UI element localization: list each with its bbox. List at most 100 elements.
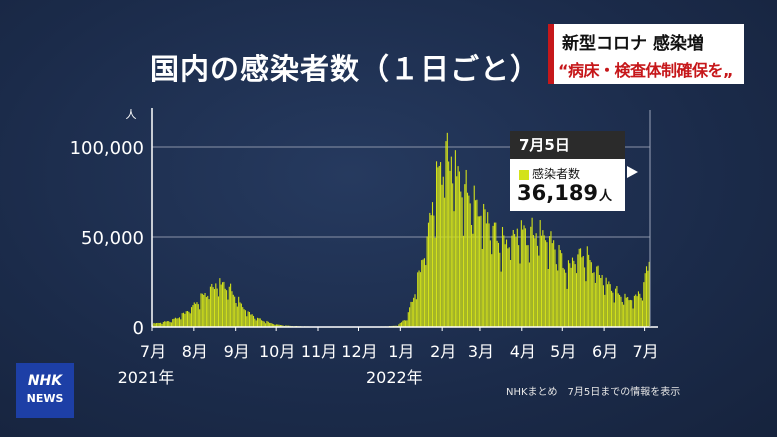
bar <box>627 297 629 327</box>
bar <box>174 317 176 327</box>
bar <box>480 215 482 327</box>
bar <box>430 215 432 327</box>
bar <box>254 318 256 327</box>
bar <box>491 254 493 327</box>
bar <box>178 317 181 327</box>
bar <box>204 293 206 327</box>
bar <box>213 289 216 327</box>
bar <box>230 283 232 327</box>
bar <box>221 282 224 327</box>
bar <box>602 285 604 327</box>
bar <box>285 325 287 327</box>
bar <box>410 301 412 327</box>
bar <box>562 267 564 327</box>
bar <box>523 225 525 327</box>
bar <box>250 314 252 327</box>
bar <box>409 307 411 327</box>
bar <box>211 283 213 327</box>
year-label: 2021年 <box>118 368 175 387</box>
tooltip-date: 7月5日 <box>510 131 625 159</box>
bar <box>647 270 649 327</box>
bar <box>495 222 497 327</box>
bar <box>426 236 428 327</box>
bar <box>637 291 639 327</box>
tooltip-value-wrap: 36,189人 <box>517 181 612 205</box>
bar <box>421 260 423 327</box>
bar <box>248 312 251 327</box>
bar <box>191 307 193 327</box>
bar <box>446 132 448 327</box>
bar <box>153 322 155 327</box>
bar <box>406 320 408 327</box>
bar <box>519 263 521 327</box>
bar <box>589 260 591 327</box>
x-tick-label: 11月 <box>301 342 337 361</box>
bar <box>220 284 222 327</box>
bar <box>604 294 606 327</box>
bar <box>177 318 179 327</box>
x-tick-label: 5月 <box>550 342 576 361</box>
bar <box>510 259 512 327</box>
bar <box>601 275 603 327</box>
bar <box>423 258 425 327</box>
bar <box>158 323 160 327</box>
bar <box>271 323 273 327</box>
bar <box>417 272 419 327</box>
bar <box>411 301 413 327</box>
bar <box>479 216 481 327</box>
bar <box>444 197 446 327</box>
bar <box>165 321 167 327</box>
bar <box>500 271 502 327</box>
bar <box>488 223 490 327</box>
bar <box>598 275 600 327</box>
bar <box>567 260 569 327</box>
bar <box>186 310 189 327</box>
bar <box>247 311 249 327</box>
bar <box>593 272 595 327</box>
bar <box>558 245 560 327</box>
bar <box>399 322 401 327</box>
year-label: 2022年 <box>366 368 423 387</box>
bar <box>530 226 532 327</box>
bar <box>402 320 404 327</box>
bar <box>629 299 631 327</box>
bar <box>435 161 438 327</box>
bar <box>644 273 646 327</box>
y-tick-label: 50,000 <box>81 228 144 249</box>
bar <box>188 311 190 327</box>
bar <box>575 273 578 327</box>
bar <box>209 286 211 327</box>
bar <box>635 294 637 327</box>
bar <box>569 263 571 327</box>
bar <box>462 235 465 327</box>
bar <box>535 233 537 327</box>
x-tick-label: 3月 <box>468 342 494 361</box>
bar <box>226 290 228 327</box>
bar <box>520 220 522 327</box>
bar <box>457 166 459 327</box>
bar <box>164 321 166 327</box>
bar <box>398 324 400 327</box>
bar <box>239 302 241 327</box>
bar <box>431 202 434 327</box>
bar <box>262 320 264 327</box>
headline-quote: “病床・検査体制確保を„ <box>558 61 734 80</box>
bar <box>255 320 257 327</box>
bar <box>493 222 495 327</box>
bar <box>536 245 539 327</box>
bar <box>492 225 494 327</box>
bar <box>401 322 403 327</box>
bar <box>427 222 430 327</box>
bar <box>450 156 452 327</box>
bar <box>570 267 572 327</box>
bar <box>274 324 276 327</box>
bar <box>266 320 268 327</box>
bar <box>501 226 504 327</box>
bar <box>610 290 613 327</box>
bar <box>633 295 635 327</box>
bar <box>545 240 547 327</box>
bar <box>445 141 447 327</box>
bar <box>534 238 536 327</box>
bar <box>403 320 405 327</box>
bar <box>156 323 158 327</box>
